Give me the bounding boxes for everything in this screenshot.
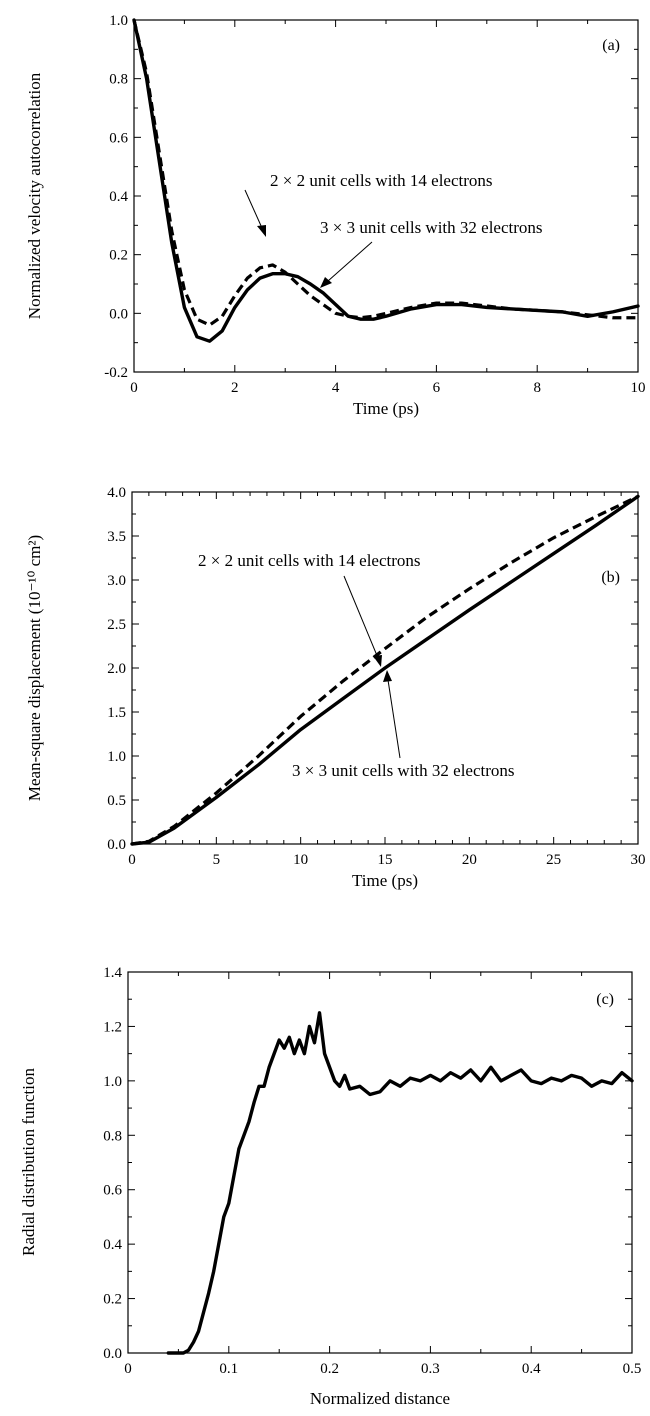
y-tick-label: 1.2 bbox=[103, 1019, 122, 1035]
panel-b-xlabel: Time (ps) bbox=[352, 871, 418, 890]
x-tick-label: 4 bbox=[332, 380, 340, 396]
panel-a-annotation-2x2: 2 × 2 unit cells with 14 electrons bbox=[270, 171, 493, 190]
y-tick-label: 0.6 bbox=[109, 130, 128, 146]
y-tick-label: 1.5 bbox=[107, 705, 126, 721]
x-tick-label: 6 bbox=[433, 380, 441, 396]
panel-a-xlabel: Time (ps) bbox=[353, 399, 419, 418]
y-tick-label: 0.0 bbox=[109, 306, 128, 322]
y-tick-label: 3.0 bbox=[107, 573, 126, 589]
x-tick-label: 0.4 bbox=[522, 1361, 541, 1377]
panel-b-annotation-3x3: 3 × 3 unit cells with 32 electrons bbox=[292, 761, 515, 780]
panel-a-label: (a) bbox=[602, 37, 620, 54]
y-tick-label: 0.4 bbox=[103, 1237, 122, 1253]
y-tick-label: 2.0 bbox=[107, 661, 126, 677]
x-tick-label: 0 bbox=[124, 1361, 132, 1377]
x-tick-label: 0 bbox=[128, 852, 136, 868]
y-tick-label: 0.2 bbox=[103, 1292, 122, 1308]
panel-b-series-line-dashed bbox=[131, 494, 639, 846]
panel-b-ylabel: Mean-square displacement (10⁻¹⁰ cm²) bbox=[25, 535, 44, 801]
x-tick-label: 25 bbox=[546, 852, 561, 868]
x-tick-label: 15 bbox=[378, 852, 393, 868]
x-tick-label: 8 bbox=[533, 380, 541, 396]
panel-b-label: (b) bbox=[601, 569, 620, 586]
y-tick-label: 1.0 bbox=[103, 1074, 122, 1090]
panel-c-ylabel: Radial distribution function bbox=[19, 1068, 38, 1256]
y-tick-label: 1.0 bbox=[107, 749, 126, 765]
panel-b-ticks: 0 5 10 15 20 25 30 0.0 0.5 1.0 1.5 2.0 2.5 3.0 3.5 4.0 bbox=[107, 485, 645, 868]
panel-a: 0 2 4 6 8 10 -0.2 0.0 0.2 0.4 0.6 0.8 1.0 (a) Time (… bbox=[25, 13, 646, 418]
x-tick-label: 20 bbox=[462, 852, 477, 868]
y-tick-label: 0.5 bbox=[107, 793, 126, 809]
x-tick-label: 10 bbox=[631, 380, 646, 396]
y-tick-label: 1.4 bbox=[103, 965, 122, 981]
panel-a-arrow-2x2 bbox=[244, 189, 266, 237]
x-tick-label: 2 bbox=[231, 380, 239, 396]
y-tick-label: 4.0 bbox=[107, 485, 126, 501]
y-tick-label: 0.8 bbox=[109, 72, 128, 88]
y-tick-label: -0.2 bbox=[104, 365, 128, 381]
panel-b-series-line-solid bbox=[130, 494, 640, 846]
panel-c-series-line-solid bbox=[166, 1011, 634, 1355]
y-tick-label: 0.4 bbox=[109, 189, 128, 205]
panel-c-frame bbox=[127, 971, 633, 1354]
panel-b: 0 5 10 15 20 25 300.00.51.01.52.02.53.03.54.0 … bbox=[25, 485, 646, 890]
panel-c-xlabel: Normalized distance bbox=[310, 1389, 450, 1408]
x-tick-label: 30 bbox=[631, 852, 646, 868]
panel-a-arrow-3x3 bbox=[320, 241, 373, 288]
panel-c-series bbox=[166, 1011, 634, 1355]
panel-a-series-line-solid bbox=[132, 18, 640, 343]
x-tick-label: 0.1 bbox=[219, 1361, 238, 1377]
x-tick-label: 0.3 bbox=[421, 1361, 440, 1377]
panel-a-frame bbox=[133, 19, 639, 373]
y-tick-label: 0.8 bbox=[103, 1128, 122, 1144]
panel-c: 0 0.1 0.2 0.3 0.4 0.5 0.0 0.2 0.4 0.6 0.8 1.0 1.2 1.4… bbox=[19, 965, 641, 1408]
x-tick-label: 0.2 bbox=[320, 1361, 339, 1377]
y-tick-label: 3.5 bbox=[107, 529, 126, 545]
panel-b-arrow-3x3 bbox=[383, 670, 401, 759]
panel-a-ticks: 0 2 4 6 8 10 -0.2 0.0 0.2 0.4 0.6 0.8 1.0 bbox=[104, 13, 645, 396]
x-tick-label: 10 bbox=[293, 852, 308, 868]
panel-b-arrow-2x2 bbox=[343, 575, 382, 667]
panel-c-ticks: 0 0.1 0.2 0.3 0.4 0.5 0.0 0.2 0.4 0.6 0.8 1.0 1.2 1.4 bbox=[103, 965, 641, 1377]
x-tick-label: 5 bbox=[213, 852, 221, 868]
y-tick-label: 0.0 bbox=[107, 837, 126, 853]
panel-b-series bbox=[130, 494, 640, 846]
y-tick-label: 1.0 bbox=[109, 13, 128, 29]
panel-c-label: (c) bbox=[596, 991, 614, 1008]
panel-a-ylabel: Normalized velocity autocorrelation bbox=[25, 72, 44, 319]
y-tick-label: 0.0 bbox=[103, 1346, 122, 1362]
x-tick-label: 0.5 bbox=[623, 1361, 642, 1377]
panel-a-annotation-3x3: 3 × 3 unit cells with 32 electrons bbox=[320, 218, 543, 237]
y-tick-label: 2.5 bbox=[107, 617, 126, 633]
y-tick-label: 0.6 bbox=[103, 1183, 122, 1199]
y-tick-label: 0.2 bbox=[109, 248, 128, 264]
x-tick-label: 0 bbox=[130, 380, 138, 396]
panel-a-series bbox=[132, 18, 640, 343]
panel-b-annotation-2x2: 2 × 2 unit cells with 14 electrons bbox=[198, 551, 421, 570]
